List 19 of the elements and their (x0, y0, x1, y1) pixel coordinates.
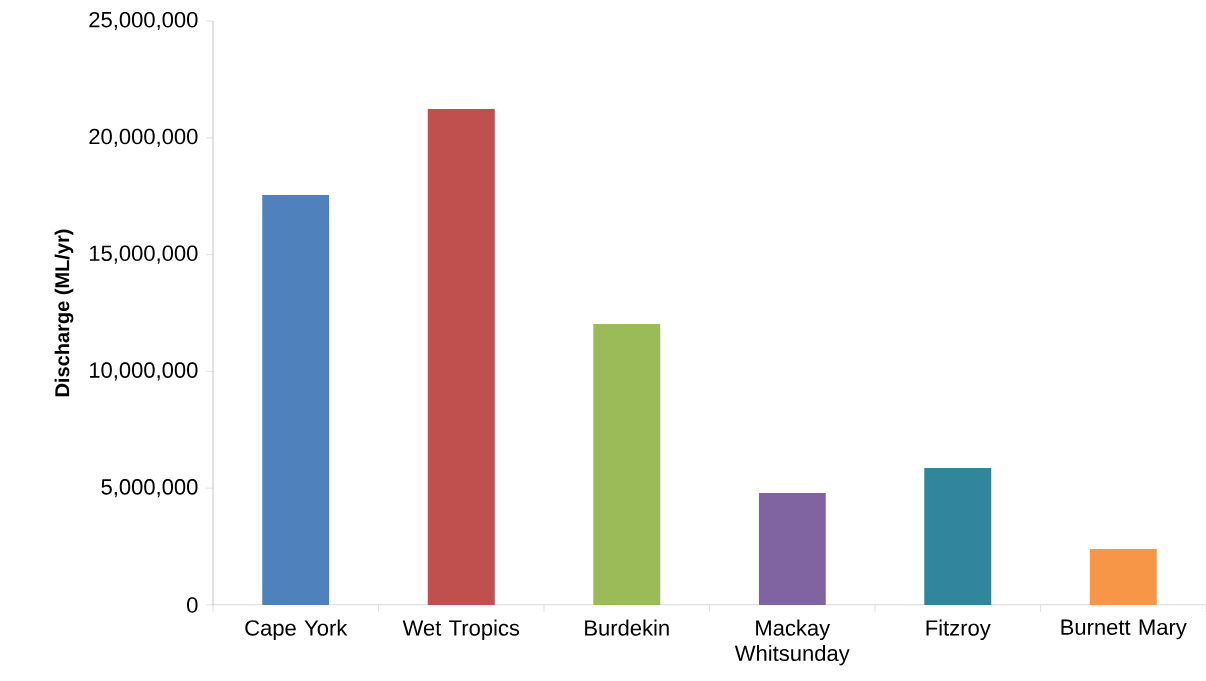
y-tick-label: 25,000,000 (89, 11, 198, 31)
y-axis-title: Discharge (ML/yr) (54, 229, 74, 397)
bar (924, 468, 992, 605)
x-tick-label: Burdekin (585, 619, 669, 636)
x-tick-label: Burnett Mary (1061, 619, 1187, 640)
x-tick-label: Cape York (245, 619, 348, 641)
x-tick-label: Wet Tropics (402, 619, 520, 641)
bar (262, 195, 330, 605)
bar (593, 323, 661, 605)
y-tick-label: 0 (187, 597, 198, 613)
y-tick-label: 20,000,000 (89, 128, 198, 147)
y-tick-label: 10,000,000 (89, 362, 198, 381)
y-tick-label: 5,000,000 (101, 479, 198, 498)
bar (758, 493, 826, 605)
bar (427, 109, 495, 605)
bar (1089, 548, 1157, 605)
y-tick-label: 15,000,000 (89, 245, 198, 264)
x-tick-label: Mackay Whitsunday (734, 619, 850, 666)
x-tick-label: Fitzroy (926, 619, 991, 641)
